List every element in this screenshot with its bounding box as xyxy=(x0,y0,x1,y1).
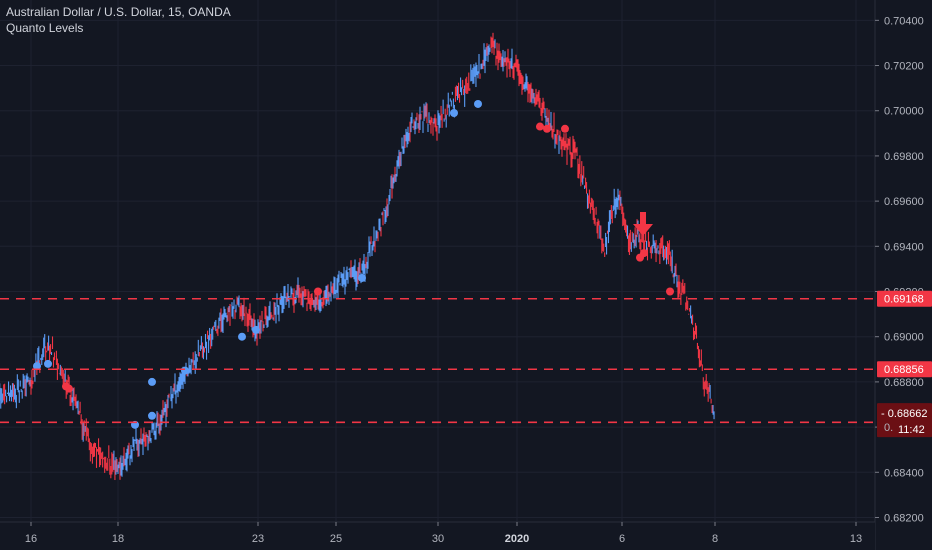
signal-dot[interactable] xyxy=(148,411,156,420)
signal-dot[interactable] xyxy=(358,273,366,282)
price-axis-partial-label: 0. xyxy=(884,422,893,434)
countdown-label: 11:42 xyxy=(898,424,925,436)
price-series[interactable] xyxy=(0,32,715,481)
signal-dot[interactable] xyxy=(640,249,648,258)
current-price-label: - 0.68662 xyxy=(881,408,927,420)
down-arrow-icon[interactable] xyxy=(633,212,653,236)
time-axis-label: 6 xyxy=(619,533,625,545)
signal-dot[interactable] xyxy=(238,332,246,341)
time-axis-label: 13 xyxy=(850,533,862,545)
time-axis-label: 2020 xyxy=(505,533,529,545)
signal-dot[interactable] xyxy=(148,377,156,386)
symbol-title[interactable]: Australian Dollar / U.S. Dollar, 15, OAN… xyxy=(6,5,231,19)
price-axis-label: 0.68400 xyxy=(884,467,924,479)
level-badge-label: 0.69168 xyxy=(884,294,924,306)
signal-dot[interactable] xyxy=(536,122,544,131)
signal-dot[interactable] xyxy=(314,287,322,296)
price-axis-label: 0.68800 xyxy=(884,377,924,389)
time-axis-label: 30 xyxy=(432,533,444,545)
level-badge xyxy=(877,361,932,378)
signal-dot[interactable] xyxy=(450,108,458,117)
price-axis-label: 0.69400 xyxy=(884,241,924,253)
time-axis-label: 8 xyxy=(712,533,718,545)
price-axis-label: 0.69600 xyxy=(884,196,924,208)
price-axis-label: 0.69000 xyxy=(884,332,924,344)
chart-legend: Australian Dollar / U.S. Dollar, 15, OAN… xyxy=(6,5,231,36)
signal-dot[interactable] xyxy=(252,325,260,334)
time-axis-label: 25 xyxy=(330,533,342,545)
signal-dot[interactable] xyxy=(181,366,189,375)
signal-dot[interactable] xyxy=(474,99,482,108)
price-axis-label: 0.68200 xyxy=(884,512,924,524)
price-axis[interactable] xyxy=(875,0,932,550)
signal-dot[interactable] xyxy=(65,384,73,393)
price-axis-label: 0.70400 xyxy=(884,15,924,27)
signal-dot[interactable] xyxy=(44,359,52,368)
signal-dot[interactable] xyxy=(33,362,41,371)
price-axis-label: 0.70000 xyxy=(884,106,924,118)
signal-dot[interactable] xyxy=(543,124,551,133)
level-badge-label: 0.68856 xyxy=(884,364,924,376)
time-axis-label: 23 xyxy=(252,533,264,545)
time-axis[interactable] xyxy=(0,522,875,550)
time-axis-label: 18 xyxy=(112,533,124,545)
signal-dot[interactable] xyxy=(666,287,674,296)
current-price-badge xyxy=(877,403,932,438)
signal-dot[interactable] xyxy=(561,124,569,133)
level-badge xyxy=(877,290,932,307)
indicator-label[interactable]: Quanto Levels xyxy=(6,21,84,35)
time-axis-label: 16 xyxy=(25,533,37,545)
price-axis-label: 0.69800 xyxy=(884,151,924,163)
price-axis-label: 0.70200 xyxy=(884,61,924,73)
